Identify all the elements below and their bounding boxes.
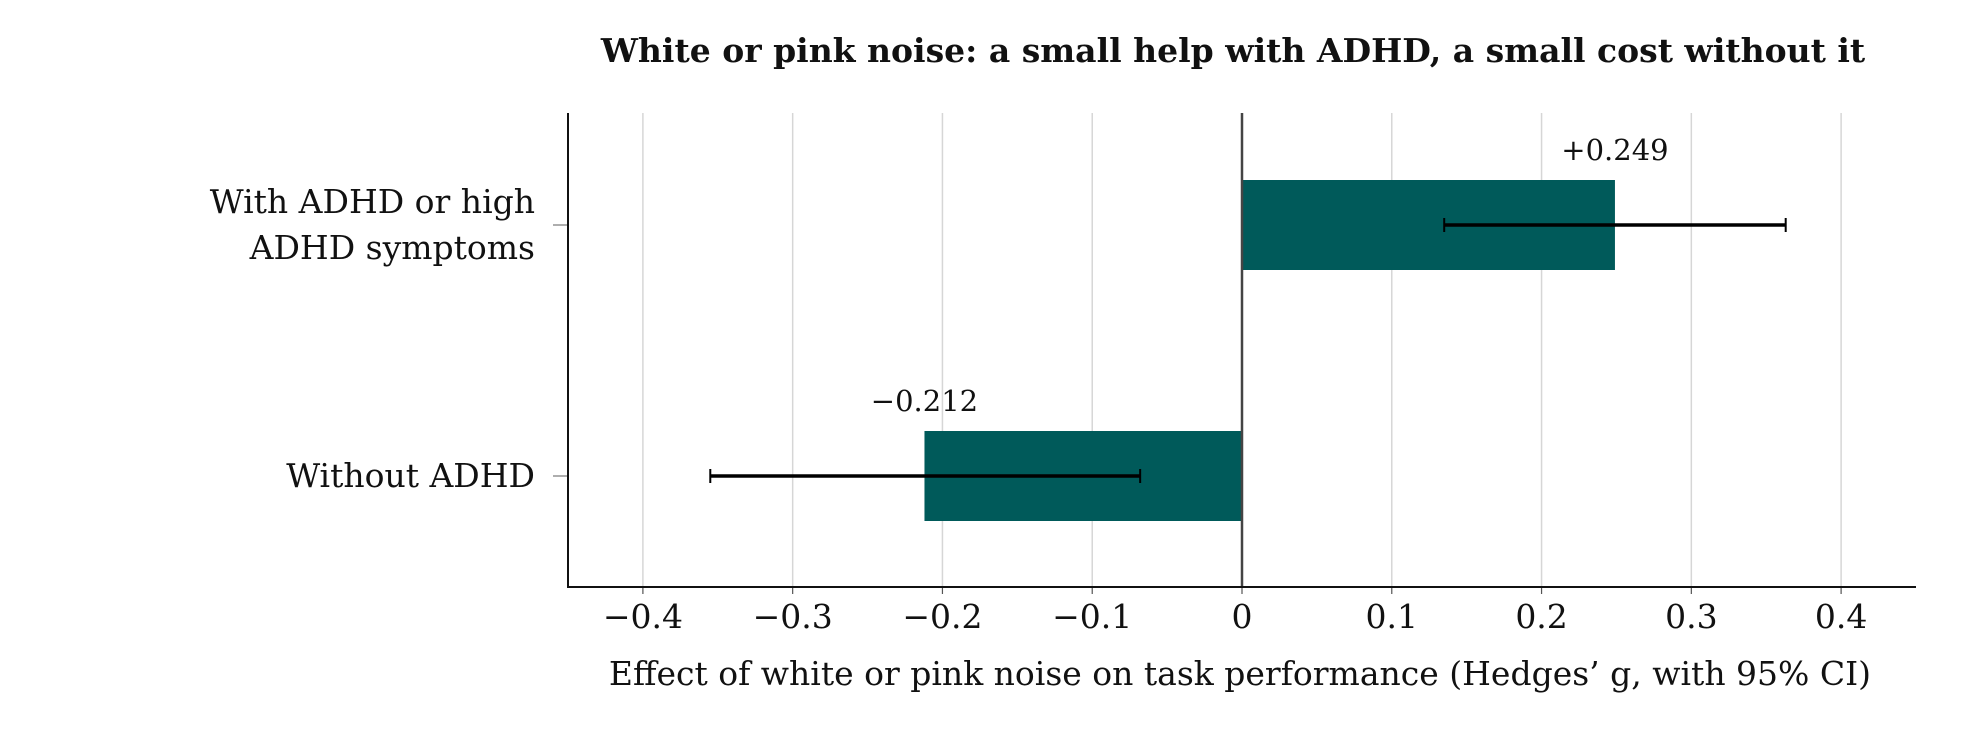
category-label: With ADHD or high [210, 182, 535, 221]
category-label: Without ADHD [286, 456, 535, 495]
bar-layer [709, 180, 1787, 521]
value-label: +0.249 [1561, 133, 1668, 167]
x-axis-label: Effect of white or pink noise on task pe… [609, 654, 1871, 693]
value-label: −0.212 [871, 384, 978, 418]
category-label: ADHD symptoms [249, 228, 535, 267]
x-tick-label: 0 [1232, 597, 1253, 636]
label-layer: −0.4 −0.3 −0.2 −0.1 0 0.1 0.2 0.3 0.4 +0.249 With … [210, 133, 1868, 636]
x-tick-label: −0.2 [902, 597, 982, 636]
x-tick-label: −0.4 [603, 597, 683, 636]
x-tick-label: −0.3 [753, 597, 833, 636]
chart-title: White or pink noise: a small help with A… [600, 31, 1866, 70]
axis-layer [553, 113, 1916, 594]
x-tick-label: 0.1 [1366, 597, 1418, 636]
x-tick-label: −0.1 [1052, 597, 1132, 636]
x-tick-label: 0.4 [1815, 597, 1867, 636]
x-tick-label: 0.2 [1515, 597, 1567, 636]
x-tick-label: 0.3 [1665, 597, 1717, 636]
